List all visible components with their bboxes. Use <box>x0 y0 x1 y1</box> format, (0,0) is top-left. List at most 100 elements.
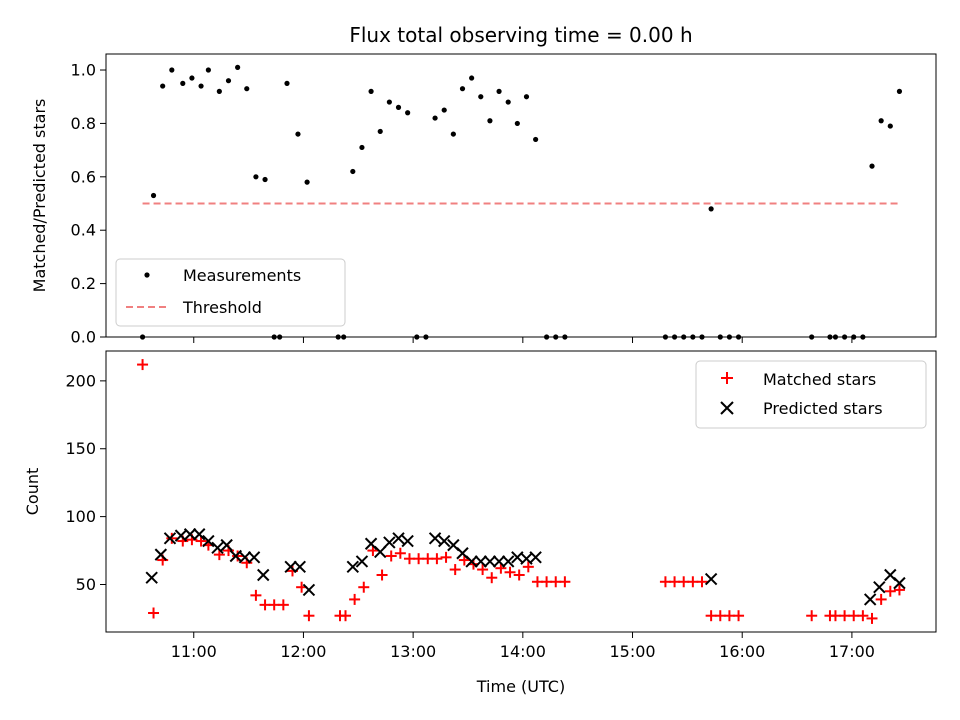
predicted-stars-point <box>465 555 478 568</box>
predicted-stars-point <box>220 538 233 552</box>
measurements-point <box>869 163 875 169</box>
matched-stars-point <box>806 610 818 622</box>
predicted-stars-point <box>355 555 369 568</box>
predicted-stars-point <box>438 534 451 548</box>
bottom-legend: Matched stars Predicted stars <box>695 360 927 429</box>
predicted-stars-point <box>383 536 396 549</box>
measurements-point <box>405 110 411 116</box>
measurements-point <box>377 128 383 135</box>
top-y-tick-label: 0.2 <box>71 274 96 293</box>
measurements-point <box>478 94 484 100</box>
top-y-tick-label: 0.6 <box>71 167 96 186</box>
predicted-stars-point <box>529 551 542 564</box>
predicted-stars-point <box>346 560 360 574</box>
predicted-stars-point <box>704 572 718 586</box>
top-y-tick-label: 0.0 <box>71 328 96 347</box>
bottom-panel-frame <box>105 350 937 633</box>
measurements-point <box>262 176 268 183</box>
predicted-stars-point <box>284 560 297 574</box>
matched-stars-point <box>148 607 160 619</box>
predicted-stars-point <box>145 571 158 584</box>
legend-predicted-marker <box>720 401 734 415</box>
predicted-stars-point <box>392 532 405 545</box>
matched-stars-point <box>857 610 869 622</box>
chart-title: Flux total observing time = 0.00 h <box>349 23 692 47</box>
bottom-x-tick-label: 13:00 <box>390 642 436 661</box>
measurements-point <box>386 99 392 105</box>
bottom-y-tick-label: 200 <box>65 371 96 390</box>
measurements-point <box>198 83 204 89</box>
measurements-point <box>169 67 175 73</box>
top-y-tick-label: 1.0 <box>71 61 96 80</box>
measurements-point <box>368 88 374 94</box>
predicted-stars-point <box>211 541 224 555</box>
matched-stars-point <box>376 569 388 581</box>
predicted-stars-point <box>893 576 906 590</box>
bottom-panel-marks <box>137 359 906 624</box>
matched-stars-point <box>884 585 896 597</box>
matched-stars-point <box>696 576 708 588</box>
matched-stars-point <box>277 599 289 611</box>
bottom-x-tick-label: 16:00 <box>719 642 765 661</box>
measurements-point <box>505 99 511 105</box>
matched-stars-point <box>893 584 905 596</box>
predicted-stars-point <box>873 580 886 594</box>
measurements-point <box>450 131 456 137</box>
measurements-point <box>244 86 250 92</box>
legend-matched-label: Matched stars <box>763 370 876 389</box>
matched-stars-point <box>449 564 461 576</box>
measurements-point <box>469 75 475 81</box>
measurements-point <box>150 192 157 199</box>
matched-stars-point <box>232 550 244 562</box>
predicted-stars-point <box>302 583 316 597</box>
matched-stars-point <box>166 532 178 544</box>
bottom-y-tick-label: 50 <box>76 575 96 594</box>
measurements-point <box>887 123 893 129</box>
predicted-stars-point <box>501 555 515 568</box>
measurements-point <box>284 80 290 86</box>
measurements-point <box>160 83 166 89</box>
measurements-point <box>395 104 402 110</box>
predicted-stars-point <box>202 534 215 548</box>
x-axis-title: Time (UTC) <box>476 677 565 696</box>
measurements-point <box>708 206 714 212</box>
predicted-stars-point <box>183 528 197 541</box>
measurements-point <box>487 118 493 124</box>
matched-stars-point <box>866 612 878 624</box>
measurements-point <box>253 174 259 180</box>
predicted-stars-point <box>193 528 206 541</box>
measurements-point <box>205 67 211 73</box>
matched-stars-point <box>339 610 351 622</box>
legend-predicted-label: Predicted stars <box>763 399 883 418</box>
measurements-point <box>216 88 222 94</box>
predicted-stars-point <box>257 568 270 582</box>
bottom-legend-box <box>695 360 927 429</box>
predicted-stars-point <box>863 593 877 606</box>
matched-stars-point <box>504 566 516 578</box>
top-y-tick-label: 0.4 <box>71 221 96 240</box>
legend-threshold-label: Threshold <box>182 298 262 317</box>
measurements-point <box>459 86 466 92</box>
measurements-point <box>295 131 301 137</box>
measurements-point <box>533 136 539 143</box>
measurements-point <box>350 168 356 175</box>
bottom-x-tick-label: 11:00 <box>171 642 217 661</box>
matched-stars-point <box>250 589 262 601</box>
bottom-panel-axes: 11:00 12:00 13:00 14:00 15:00 16:00 17:00 50 100… <box>65 371 875 661</box>
matched-stars-point <box>733 610 745 622</box>
predicted-stars-point <box>293 560 306 574</box>
bottom-x-tick-label: 14:00 <box>500 642 546 661</box>
top-legend: Measurements Threshold <box>115 258 346 327</box>
matched-stars-point <box>303 610 315 622</box>
matched-stars-point <box>559 576 571 588</box>
measurements-point <box>180 80 186 86</box>
matched-stars-point <box>875 593 887 605</box>
predicted-stars-point <box>474 555 487 568</box>
bottom-y-axis-title: Count <box>23 468 42 516</box>
predicted-stars-point <box>374 545 387 559</box>
bottom-y-tick-label: 100 <box>65 507 96 526</box>
measurements-point <box>896 88 903 94</box>
bottom-y-tick-label: 150 <box>65 439 96 458</box>
